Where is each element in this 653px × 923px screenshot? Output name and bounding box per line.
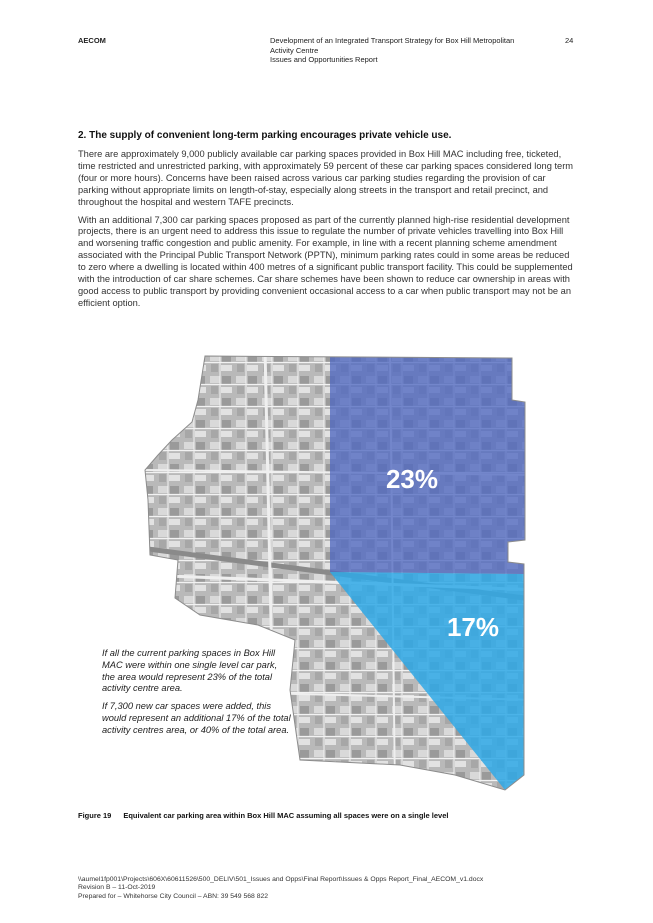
document-title: Development of an Integrated Transport S… [270,36,540,65]
footer-revision: Revision B – 11-Oct-2019 [78,884,156,892]
additional-parking-overlay [330,572,524,790]
figure-note-1: If all the current parking spaces in Box… [102,648,278,694]
footer-prepared-for: Prepared for – Whitehorse City Council –… [78,892,269,900]
footer-path: \\aumel1fp001\Projects\606X\60611526\500… [78,876,484,883]
figure-caption: Figure 19 Equivalent car parking area wit… [78,811,460,820]
footer: \\aumel1fp001\Projects\606X\60611526\500… [78,876,483,901]
doc-title-line-3: Issues and Opportunities Report [270,55,378,64]
map-base [145,356,525,790]
figure-note-2: If 7,300 new car spaces were added, this… [102,701,291,735]
doc-title-line-2: Activity Centre [270,45,319,55]
figure-caption-text: Equivalent car parking area within Box H… [123,811,449,820]
doc-title-line-1: Development of an Integrated Transport S… [270,36,515,45]
section: 2. The supply of convenient long-term pa… [78,129,578,316]
map-outline [144,355,526,791]
section-heading: 2. The supply of convenient long-term pa… [78,130,452,141]
figure-notes: If all the current parking spaces in Box… [102,648,292,743]
company-name: AECOM [78,36,106,45]
label-existing: 23% [386,464,438,494]
existing-parking-overlay [330,356,525,574]
page-number: 24 [565,36,574,45]
paragraph-1: There are approximately 9,000 publicly a… [78,149,574,207]
paragraph-2: With an additional 7,300 car parking spa… [78,214,573,308]
label-additional: 17% [447,612,499,642]
figure-number: Figure 19 [78,811,112,820]
